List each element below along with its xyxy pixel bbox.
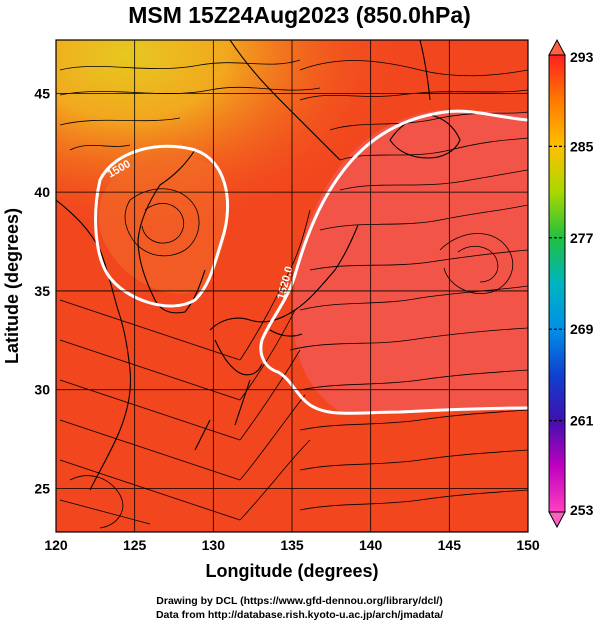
streamlines <box>59 59 528 529</box>
contour-1520 <box>259 109 528 415</box>
plot-frame <box>55 39 529 533</box>
lon-tick-label: 135 <box>280 537 304 553</box>
credit-drawing: Drawing by DCL (https://www.gfd-dennou.o… <box>156 595 443 607</box>
colorbar-tick-label: 261 <box>570 413 594 429</box>
latitude-ticks: 25 30 35 40 45 <box>34 85 50 496</box>
lat-tick-label: 40 <box>34 184 50 200</box>
credit-data: Data from http://database.rish.kyoto-u.a… <box>155 609 444 621</box>
colorbar-tick-label: 277 <box>570 230 594 246</box>
lat-tick-label: 45 <box>34 85 50 101</box>
longitude-ticks: 120 125 130 135 140 145 150 <box>44 537 540 553</box>
colorbar-tick-label: 293 <box>570 49 594 65</box>
colorbar-tick-label: 269 <box>570 321 594 337</box>
lat-tick-label: 30 <box>34 382 50 398</box>
lon-tick-label: 150 <box>516 537 540 553</box>
lon-tick-label: 145 <box>438 537 462 553</box>
lat-tick-label: 35 <box>34 283 50 299</box>
colorbar-tick-label: 285 <box>570 138 594 154</box>
colorbar: 293 285 277 269 261 253 <box>548 38 594 529</box>
y-axis-label: Latitude (degrees) <box>2 208 22 364</box>
lon-tick-label: 140 <box>359 537 383 553</box>
geopotential-contours <box>94 109 528 415</box>
contour-1500 <box>94 144 230 308</box>
map-plot-area: 1500 1520.0 <box>56 40 528 532</box>
lon-tick-label: 125 <box>123 537 147 553</box>
colorbar-top-arrow <box>548 38 566 56</box>
korea-warm-pocket <box>98 153 229 294</box>
warm-region <box>293 110 528 412</box>
colorbar-bar <box>548 54 566 513</box>
colorbar-bottom-arrow <box>548 511 566 529</box>
x-axis-label: Longitude (degrees) <box>205 561 378 581</box>
lon-tick-label: 130 <box>202 537 226 553</box>
colorbar-tick-label: 253 <box>570 502 594 518</box>
lat-tick-label: 25 <box>34 481 50 497</box>
grid-lines <box>56 40 528 532</box>
lon-tick-label: 120 <box>44 537 68 553</box>
chart-title: MSM 15Z24Aug2023 (850.0hPa) <box>128 2 471 28</box>
